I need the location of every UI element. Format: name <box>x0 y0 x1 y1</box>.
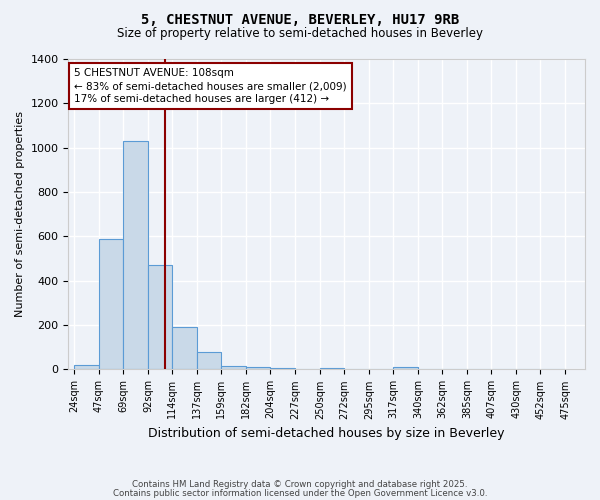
Text: 5 CHESTNUT AVENUE: 108sqm
← 83% of semi-detached houses are smaller (2,009)
17% : 5 CHESTNUT AVENUE: 108sqm ← 83% of semi-… <box>74 68 346 104</box>
Bar <box>246 367 270 370</box>
Bar <box>99 238 122 370</box>
Bar <box>270 368 295 370</box>
Bar <box>394 367 418 370</box>
Bar <box>320 368 344 370</box>
Bar <box>197 352 221 370</box>
Bar <box>74 365 98 370</box>
Text: 5, CHESTNUT AVENUE, BEVERLEY, HU17 9RB: 5, CHESTNUT AVENUE, BEVERLEY, HU17 9RB <box>141 12 459 26</box>
Bar <box>148 265 172 370</box>
Text: Contains public sector information licensed under the Open Government Licence v3: Contains public sector information licen… <box>113 488 487 498</box>
Bar <box>123 141 148 370</box>
Y-axis label: Number of semi-detached properties: Number of semi-detached properties <box>15 111 25 317</box>
Bar <box>172 328 197 370</box>
Bar <box>221 366 246 370</box>
Text: Size of property relative to semi-detached houses in Beverley: Size of property relative to semi-detach… <box>117 28 483 40</box>
X-axis label: Distribution of semi-detached houses by size in Beverley: Distribution of semi-detached houses by … <box>148 427 505 440</box>
Text: Contains HM Land Registry data © Crown copyright and database right 2025.: Contains HM Land Registry data © Crown c… <box>132 480 468 489</box>
